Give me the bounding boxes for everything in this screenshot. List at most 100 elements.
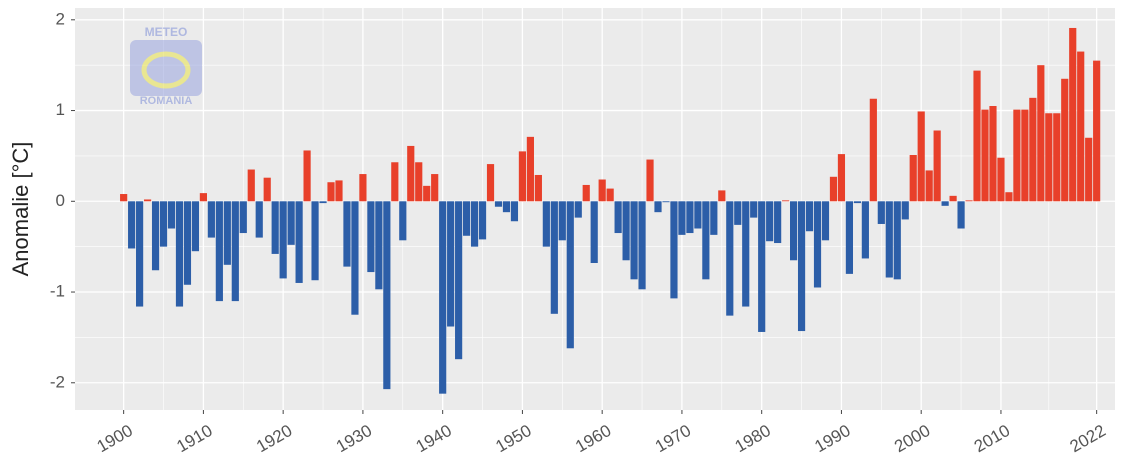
bar	[877, 201, 885, 224]
bar	[654, 201, 662, 213]
bar	[813, 201, 822, 288]
bar	[470, 201, 479, 247]
bar	[359, 174, 367, 202]
bar	[566, 201, 574, 349]
bar	[614, 201, 622, 234]
x-tick-label: 1920	[253, 421, 295, 456]
bar	[1053, 113, 1061, 202]
bar	[678, 201, 686, 235]
bars	[120, 27, 1101, 394]
bar	[151, 201, 160, 271]
bar	[423, 185, 431, 202]
bar	[1045, 113, 1053, 202]
y-axis-label: Anomalie [°C]	[8, 142, 33, 277]
x-tick-label: 2010	[971, 421, 1013, 456]
bar	[558, 201, 566, 241]
bar	[207, 201, 215, 238]
y-tick-label: 1	[56, 100, 65, 119]
x-tick-label: 1960	[572, 421, 614, 456]
bar	[167, 201, 176, 229]
bar	[1021, 109, 1029, 202]
x-tick-label: 2000	[891, 421, 933, 456]
bar	[120, 194, 128, 202]
bar	[447, 201, 455, 327]
x-tick-label: 1970	[652, 421, 694, 456]
x-tick-label: 1990	[811, 421, 853, 456]
bar	[502, 201, 511, 213]
bar	[295, 201, 303, 283]
bar	[686, 201, 694, 234]
x-tick-label: 1930	[333, 421, 375, 456]
bar	[957, 201, 965, 229]
bar	[782, 200, 790, 202]
y-tick-label: 0	[56, 191, 65, 210]
bar	[694, 201, 702, 229]
bar	[439, 201, 447, 394]
bar	[582, 184, 590, 202]
bar	[215, 201, 223, 302]
bar	[279, 201, 287, 279]
bar	[1069, 27, 1077, 202]
bar	[1005, 192, 1013, 202]
bar	[550, 201, 558, 314]
bar	[239, 201, 247, 234]
bar	[383, 201, 391, 390]
x-tick-label: 1940	[413, 421, 455, 456]
bar	[399, 201, 407, 241]
bar	[431, 174, 439, 202]
x-tick-label: 1910	[173, 421, 215, 456]
bar	[925, 170, 933, 202]
bar	[989, 106, 997, 202]
bar	[973, 70, 981, 202]
bar	[534, 174, 542, 202]
bar	[909, 155, 917, 202]
bar	[542, 201, 550, 247]
bar	[415, 162, 423, 202]
bar	[1085, 137, 1093, 202]
bar	[638, 201, 646, 290]
bar	[1029, 97, 1037, 202]
bar	[726, 201, 734, 316]
bar	[598, 179, 606, 202]
bar	[128, 201, 136, 249]
bar	[606, 188, 614, 202]
bar	[183, 201, 192, 285]
bar	[797, 201, 806, 332]
bar	[590, 201, 598, 263]
bar	[758, 201, 766, 332]
bar	[869, 98, 877, 202]
bar	[518, 151, 527, 202]
bar	[478, 201, 487, 240]
y-tick-label: 2	[56, 9, 65, 28]
bar	[997, 157, 1005, 202]
bar	[774, 201, 782, 244]
bar	[223, 201, 231, 265]
bar	[247, 169, 255, 202]
bar	[255, 201, 263, 238]
watermark: METEO ROMANIA	[130, 25, 202, 107]
bar	[175, 201, 184, 307]
bar	[263, 177, 271, 202]
x-tick-label: 1980	[732, 421, 774, 456]
bar	[949, 195, 957, 202]
bar	[766, 201, 774, 242]
bar	[901, 201, 909, 220]
bar	[662, 201, 670, 203]
x-tick-label: 2022	[1067, 421, 1109, 456]
bar	[821, 201, 830, 241]
bar	[845, 201, 854, 274]
bar	[718, 190, 726, 202]
bar	[670, 201, 678, 299]
bar	[710, 201, 718, 235]
bar	[303, 150, 311, 202]
bar	[837, 154, 846, 202]
bar	[391, 162, 399, 202]
bar	[136, 201, 144, 307]
bar	[191, 201, 200, 252]
bar	[143, 199, 152, 202]
bar	[646, 159, 654, 202]
bar	[861, 201, 869, 259]
bar	[199, 193, 207, 202]
bar	[790, 201, 798, 261]
